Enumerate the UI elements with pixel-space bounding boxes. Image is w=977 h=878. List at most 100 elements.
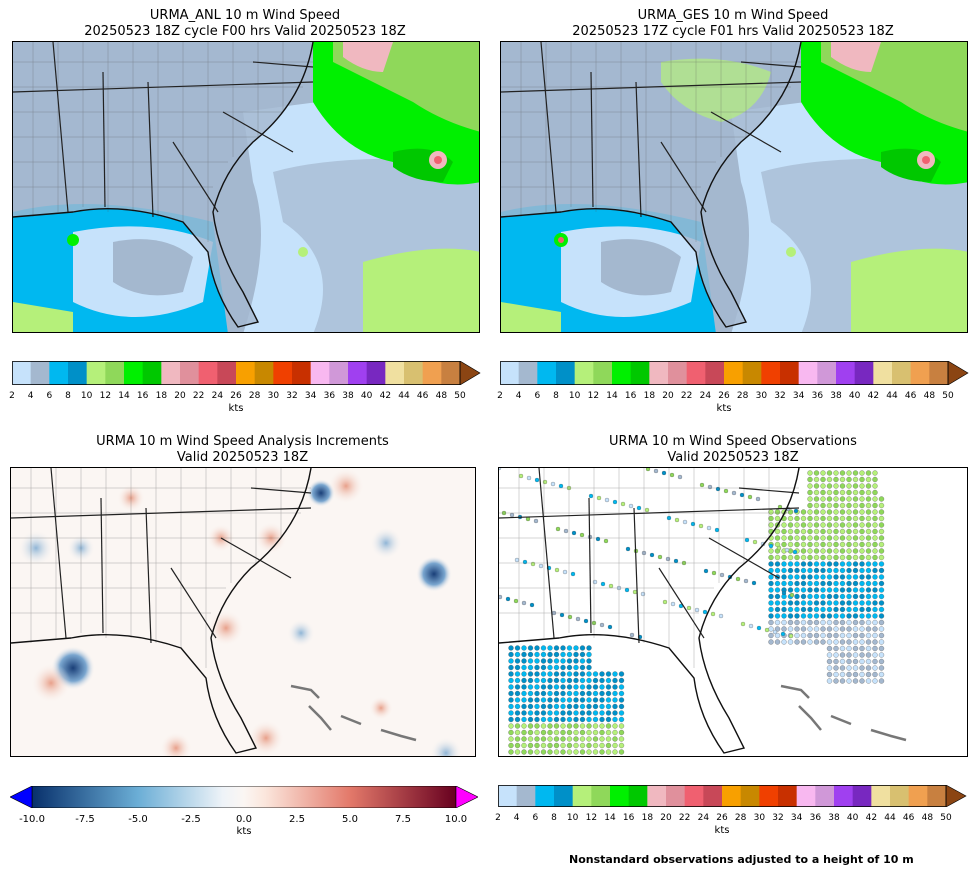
colorbar-tick-label: 34	[790, 813, 803, 823]
observation-marker	[800, 528, 807, 535]
observation-marker	[794, 567, 800, 574]
observation-marker	[508, 651, 514, 658]
observation-marker	[618, 690, 625, 697]
observation-marker	[618, 742, 625, 749]
observation-marker	[573, 690, 579, 697]
colorbar-swatch	[366, 361, 386, 385]
observation-marker	[522, 559, 528, 565]
observation-marker	[547, 671, 553, 677]
observation-marker	[878, 606, 885, 613]
colorbar-tick-label: 22	[678, 813, 691, 823]
observation-marker	[661, 470, 667, 476]
colorbar-tick-label: 18	[643, 391, 656, 401]
observation-marker	[846, 470, 852, 476]
colorbar-tick-label: 2.5	[289, 814, 305, 825]
colorbar-tick-label: 2	[495, 813, 501, 823]
observation-marker	[872, 671, 878, 678]
observation-marker	[794, 626, 800, 632]
observation-marker	[813, 626, 820, 632]
observation-marker	[807, 548, 813, 554]
observation-marker	[826, 619, 833, 626]
colorbar-tick-label: 24	[697, 813, 710, 823]
observation-marker	[527, 690, 534, 697]
observation-marker	[826, 587, 833, 593]
observation-marker	[872, 574, 878, 580]
observation-marker	[559, 612, 565, 618]
observation-marker	[612, 723, 618, 729]
observation-marker	[787, 554, 794, 561]
observation-marker	[566, 710, 573, 716]
observation-marker	[813, 639, 820, 645]
observation-marker	[508, 684, 514, 690]
observation-marker	[787, 509, 794, 515]
observation-marker	[813, 515, 820, 522]
observation-marker	[508, 671, 514, 677]
observation-marker	[586, 703, 592, 710]
observation-marker	[833, 541, 839, 548]
observation-marker	[682, 519, 688, 525]
observation-marker	[800, 626, 807, 632]
observation-marker	[599, 622, 605, 628]
colorbar-swatch	[852, 785, 872, 807]
observation-marker	[833, 606, 839, 613]
observation-marker	[534, 658, 540, 664]
observation-marker	[521, 736, 527, 742]
observation-marker	[820, 613, 826, 619]
colorbar-unit-label: kts	[236, 826, 252, 837]
observation-marker	[878, 678, 885, 684]
observation-marker	[514, 645, 521, 651]
observation-marker	[846, 587, 852, 593]
colorbar-swatch	[236, 361, 256, 385]
observation-marker	[859, 671, 865, 678]
observation-marker	[813, 593, 820, 600]
observation-marker	[865, 561, 872, 567]
observation-marker	[839, 489, 846, 496]
observation-marker	[878, 639, 885, 645]
observation-marker	[865, 522, 872, 528]
colorbar-swatch	[892, 361, 912, 385]
observation-marker	[846, 483, 852, 489]
observation-marker	[579, 742, 586, 749]
colorbar-swatch	[535, 785, 555, 807]
observation-marker	[566, 703, 573, 710]
observation-marker	[820, 541, 826, 548]
observation-marker	[813, 476, 820, 483]
observation-marker	[839, 502, 846, 509]
observation-marker	[560, 723, 566, 729]
colorbar-swatch	[612, 361, 632, 385]
observation-marker	[833, 658, 839, 665]
observation-marker	[534, 645, 540, 651]
colorbar-tick-label: -10.0	[19, 814, 45, 825]
observation-marker	[820, 528, 826, 535]
observation-marker	[772, 629, 778, 635]
observation-marker	[872, 476, 878, 483]
observation-marker	[508, 658, 514, 664]
observation-marker	[575, 616, 581, 622]
observation-marker	[618, 736, 625, 742]
observation-marker	[852, 535, 859, 541]
observation-marker	[794, 580, 800, 587]
observation-marker	[839, 535, 846, 541]
colorbar-tick-label: 38	[342, 391, 354, 401]
colorbar-swatch	[929, 361, 949, 385]
observation-marker	[800, 606, 807, 613]
observation-marker	[599, 677, 605, 684]
observation-marker	[508, 690, 514, 697]
observation-marker	[846, 665, 852, 671]
observation-marker	[859, 522, 865, 528]
observation-marker	[690, 521, 696, 527]
observation-marker	[846, 548, 852, 554]
observation-marker	[521, 690, 527, 697]
colorbar-swatch	[836, 361, 856, 385]
observation-marker	[859, 593, 865, 600]
observation-marker	[612, 742, 618, 749]
observation-marker	[566, 645, 573, 651]
observation-marker	[718, 613, 724, 619]
observation-marker	[826, 541, 833, 548]
observation-marker	[592, 684, 599, 690]
observation-marker	[859, 606, 865, 613]
colorbar-swatch	[703, 785, 723, 807]
observation-marker	[599, 671, 605, 677]
observation-marker	[534, 677, 540, 684]
observation-marker	[579, 532, 585, 538]
